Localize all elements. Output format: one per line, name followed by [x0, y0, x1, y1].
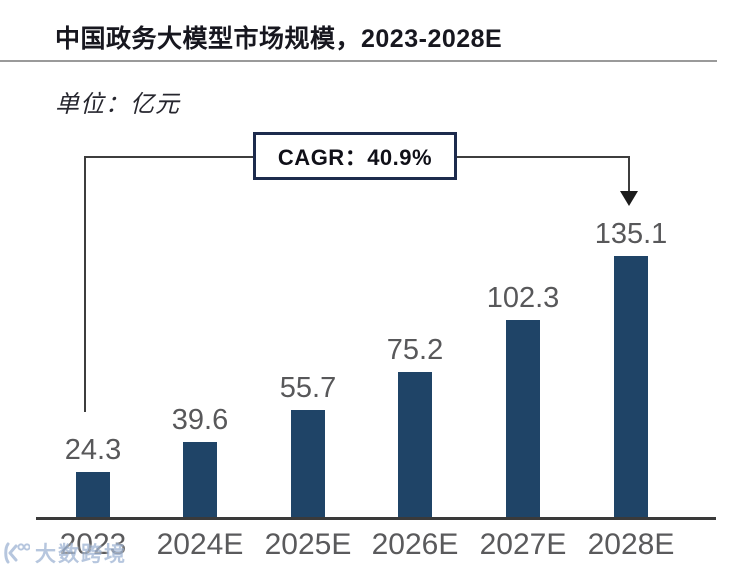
x-axis-tick-label: 2023	[59, 528, 127, 561]
chart-title: 中国政务大模型市场规模，2023-2028E	[55, 25, 503, 53]
cagr-bracket-right-vertical-line	[628, 156, 630, 192]
bar-2026E	[398, 372, 432, 519]
bar-2024E	[183, 442, 217, 519]
x-axis-tick-label: 2024E	[156, 528, 244, 561]
bar-value-label: 39.6	[171, 404, 229, 436]
bar-value-label: 75.2	[386, 334, 444, 366]
cagr-bracket-right-horizontal-line	[455, 156, 629, 158]
x-axis-tick-label: 2025E	[264, 528, 352, 561]
bar-value-label: 102.3	[486, 282, 560, 314]
cagr-bracket-left-vertical-line	[84, 156, 86, 412]
x-axis-tick-label: 2027E	[479, 528, 567, 561]
cagr-badge: CAGR：40.9%	[253, 132, 457, 180]
x-axis-tick-label: 2026E	[371, 528, 459, 561]
bar-value-label: 135.1	[594, 218, 668, 250]
bar-2025E	[291, 410, 325, 519]
arrow-down-icon	[620, 191, 638, 206]
x-axis-tick-label: 2028E	[587, 528, 675, 561]
bar-2028E	[614, 256, 648, 519]
title-divider	[0, 60, 717, 62]
unit-label: 单位：亿元	[55, 91, 180, 118]
cagr-label: CAGR：40.9%	[277, 145, 433, 170]
bar-value-label: 24.3	[64, 434, 122, 466]
cagr-bracket-left-horizontal-line	[84, 156, 255, 158]
bar-value-label: 55.7	[279, 372, 337, 404]
x-axis-line	[36, 517, 716, 520]
bar-2023	[76, 472, 110, 519]
bar-2027E	[506, 320, 540, 519]
